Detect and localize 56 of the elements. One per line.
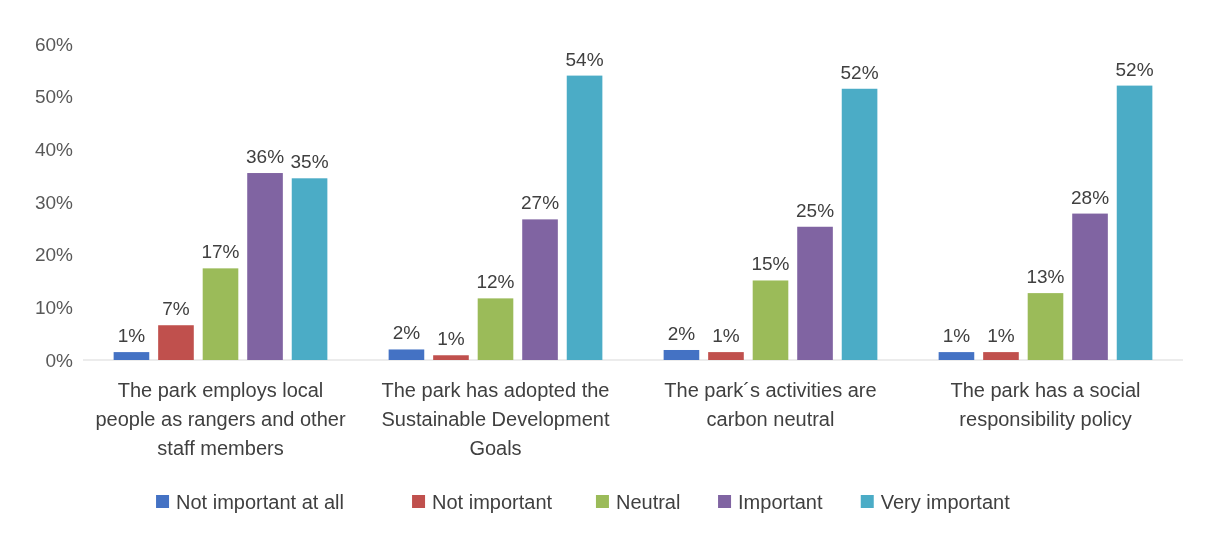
- data-label: 1%: [987, 325, 1015, 347]
- y-tick-label: 20%: [34, 244, 74, 266]
- data-label: 7%: [162, 298, 190, 320]
- bar: [158, 325, 194, 360]
- y-tick-label: 10%: [34, 296, 74, 318]
- bar: [752, 280, 789, 360]
- data-label: 2%: [392, 322, 421, 344]
- data-label: 27%: [521, 192, 560, 214]
- data-label: 54%: [565, 48, 604, 70]
- data-label: 17%: [201, 241, 240, 263]
- bar: [291, 178, 328, 360]
- data-label: 1%: [117, 325, 146, 347]
- bar: [113, 352, 150, 360]
- bar: [797, 226, 833, 360]
- bar: [247, 173, 283, 360]
- legend-label: Very important: [880, 491, 1011, 513]
- x-tick-label: The park has adopted the Sustainable Development Goals: [381, 379, 610, 459]
- bar: [202, 268, 239, 360]
- bar: [1116, 85, 1153, 360]
- data-label: 25%: [796, 199, 835, 221]
- data-label: 1%: [942, 325, 971, 347]
- data-label: 35%: [290, 151, 329, 173]
- legend-label: Important: [738, 491, 823, 513]
- bar: [477, 298, 514, 360]
- legend-label: Neutral: [615, 491, 681, 513]
- bar: [1027, 293, 1064, 360]
- x-tick-label: The park employs local people as rangers and other staff members: [95, 379, 346, 459]
- bar: [938, 352, 975, 360]
- x-tick-label: The park has a social responsibility policy: [950, 379, 1141, 430]
- data-label: 52%: [1115, 58, 1154, 80]
- data-label: 15%: [751, 253, 790, 275]
- x-tick-label: The park´s activities are carbon neutral: [664, 379, 877, 430]
- bar: [663, 349, 700, 360]
- legend-label: Not important at all: [176, 491, 344, 513]
- data-label: 12%: [476, 271, 515, 293]
- bar: [708, 352, 744, 360]
- data-label: 1%: [712, 325, 740, 347]
- bar: [522, 219, 558, 360]
- data-label: 13%: [1026, 266, 1065, 288]
- y-tick-label: 30%: [34, 191, 74, 213]
- bar: [1072, 213, 1108, 360]
- y-tick-label: 40%: [34, 138, 74, 160]
- data-label: 1%: [437, 328, 465, 350]
- data-label: 28%: [1071, 186, 1110, 208]
- bar: [983, 352, 1019, 360]
- data-label: 36%: [246, 146, 285, 168]
- bar: [433, 355, 469, 360]
- data-label: 2%: [667, 322, 696, 344]
- legend-label: Not important: [432, 491, 553, 513]
- y-tick-label: 50%: [34, 86, 74, 108]
- y-tick-label: 0%: [45, 349, 74, 371]
- bar: [841, 88, 878, 360]
- y-tick-label: 60%: [34, 33, 74, 55]
- bar: [566, 75, 603, 360]
- data-label: 52%: [840, 61, 879, 83]
- bar: [388, 349, 425, 360]
